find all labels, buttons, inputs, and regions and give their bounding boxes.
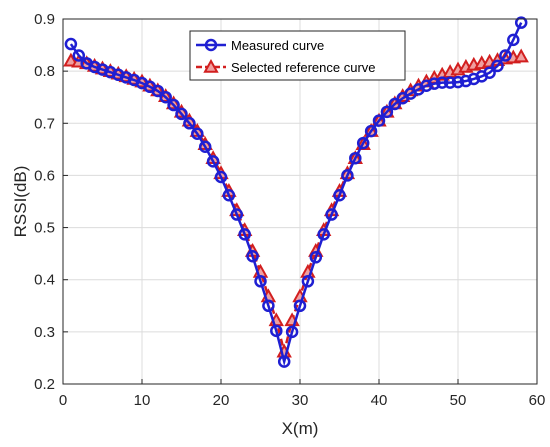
series-layer bbox=[63, 16, 529, 368]
y-tick-label: 0.2 bbox=[34, 376, 55, 393]
legend: Measured curve Selected reference curve bbox=[189, 30, 406, 81]
y-tick-label: 0.7 bbox=[34, 115, 55, 132]
legend-label-measured: Measured curve bbox=[231, 38, 324, 53]
data-point-circle bbox=[428, 77, 441, 90]
data-point-circle bbox=[451, 75, 465, 89]
data-point-circle bbox=[435, 76, 449, 89]
data-point-circle bbox=[333, 188, 346, 202]
data-point-circle bbox=[443, 76, 457, 89]
data-point-circle bbox=[88, 60, 101, 74]
series-measured bbox=[64, 16, 528, 368]
y-tick-label: 0.8 bbox=[34, 63, 55, 80]
data-point-circle bbox=[151, 84, 165, 98]
data-point-circle bbox=[72, 49, 86, 62]
data-point-circle bbox=[183, 117, 196, 130]
data-point-circle bbox=[238, 228, 251, 241]
data-point-circle bbox=[514, 16, 528, 29]
data-point-circle bbox=[119, 71, 133, 84]
data-point-circle bbox=[222, 188, 236, 202]
data-point-circle bbox=[499, 49, 512, 62]
data-point-circle bbox=[380, 105, 394, 119]
legend-marker-circle bbox=[204, 38, 218, 52]
data-point-circle bbox=[277, 355, 291, 368]
data-point-circle bbox=[104, 65, 117, 79]
y-axis-label: RSSI(dB) bbox=[11, 166, 30, 238]
x-tick-label: 50 bbox=[450, 392, 467, 409]
data-point-circle bbox=[175, 107, 188, 121]
y-tick-label: 0.4 bbox=[34, 272, 55, 289]
data-point-circle bbox=[388, 97, 402, 111]
data-point-circle bbox=[309, 251, 323, 264]
data-point-circle bbox=[467, 72, 481, 86]
data-point-circle bbox=[191, 127, 204, 140]
data-point-circle bbox=[285, 325, 299, 339]
y-tick-label: 0.5 bbox=[34, 220, 55, 237]
data-point-circle bbox=[420, 79, 433, 92]
data-point-circle bbox=[96, 63, 109, 76]
data-point-circle bbox=[483, 66, 496, 79]
legend-entry-measured bbox=[196, 38, 226, 52]
x-tick-label: 20 bbox=[213, 392, 230, 409]
data-point-circle bbox=[341, 169, 354, 182]
x-tick-label: 40 bbox=[371, 392, 388, 409]
axis-ticks: 0 10 20 30 40 50 60 0.2 0.3 0.4 0.5 0.6 0.7 0.8 0.9 bbox=[34, 11, 545, 409]
x-tick-label: 30 bbox=[292, 392, 309, 409]
data-point-circle bbox=[491, 59, 504, 73]
legend-entry-reference bbox=[196, 58, 226, 73]
data-point-circle bbox=[364, 124, 378, 138]
data-point-circle bbox=[198, 140, 212, 153]
data-point-circle bbox=[293, 299, 307, 313]
data-point-circle bbox=[372, 114, 386, 127]
x-axis-label: X(m) bbox=[282, 419, 319, 438]
data-point-circle bbox=[349, 151, 362, 165]
y-tick-label: 0.3 bbox=[34, 324, 55, 341]
data-point-circle bbox=[214, 170, 228, 184]
data-point-circle bbox=[254, 275, 267, 288]
data-point-circle bbox=[206, 155, 220, 168]
x-tick-label: 10 bbox=[134, 392, 151, 409]
y-tick-label: 0.9 bbox=[34, 11, 55, 28]
data-point-circle bbox=[356, 136, 370, 150]
data-point-circle bbox=[230, 208, 244, 221]
data-point-circle bbox=[64, 37, 78, 51]
y-tick-label: 0.6 bbox=[34, 167, 55, 184]
data-point-circle bbox=[317, 228, 330, 241]
x-tick-label: 60 bbox=[529, 392, 546, 409]
data-point-circle bbox=[301, 275, 315, 288]
legend-marker-triangle bbox=[203, 58, 219, 73]
x-tick-label: 0 bbox=[59, 392, 67, 409]
legend-label-reference: Selected reference curve bbox=[231, 60, 376, 75]
data-point-circle bbox=[167, 98, 180, 112]
data-point-circle bbox=[246, 250, 259, 263]
data-point-circle bbox=[112, 68, 125, 82]
data-point-circle bbox=[262, 299, 275, 313]
data-point-circle bbox=[507, 33, 520, 47]
data-point-circle bbox=[270, 324, 283, 338]
data-point-circle bbox=[159, 90, 172, 104]
data-point-circle bbox=[325, 208, 338, 221]
data-point-circle bbox=[459, 74, 473, 88]
legend-box bbox=[189, 30, 406, 81]
data-point-triangle bbox=[513, 48, 529, 63]
